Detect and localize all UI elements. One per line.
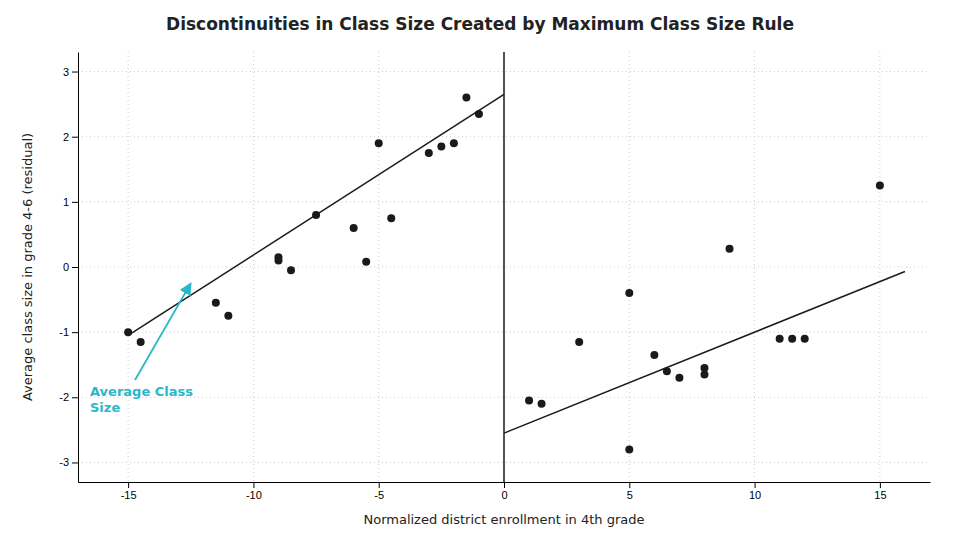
point — [212, 299, 220, 307]
point — [675, 374, 683, 382]
plot: -15-10-5051015-3-2-10123Average ClassSiz… — [59, 52, 930, 501]
x-axis-tick-label: -15 — [121, 489, 137, 501]
annotation-arrow — [135, 283, 191, 380]
grid-line-x — [629, 52, 630, 482]
y-axis-tick-label: 3 — [63, 66, 69, 78]
x-axis-tick: -15 — [121, 482, 137, 501]
y-axis-tick-mark — [72, 332, 78, 333]
x-axis-tick-label: 5 — [627, 489, 633, 501]
point — [625, 445, 633, 453]
y-axis-tick-label: 2 — [63, 131, 69, 143]
point — [450, 139, 458, 147]
y-axis-tick: -2 — [59, 391, 78, 403]
x-axis-tick-label: 15 — [874, 489, 886, 501]
x-axis-tick-mark — [755, 482, 756, 488]
y-axis-tick: 3 — [63, 66, 78, 78]
x-axis-tick: 0 — [501, 482, 507, 501]
grid-line-x — [879, 52, 880, 482]
y-axis-tick-label: 1 — [63, 196, 69, 208]
x-axis-tick: -5 — [374, 482, 384, 501]
x-axis-tick: 5 — [627, 482, 633, 501]
y-axis-tick-mark — [72, 202, 78, 203]
point — [801, 335, 809, 343]
point — [625, 289, 633, 297]
x-axis-tick-mark — [379, 482, 380, 488]
x-axis-tick: 10 — [749, 482, 761, 501]
marks — [124, 52, 905, 482]
point — [437, 142, 445, 150]
point — [650, 351, 658, 359]
point — [274, 253, 282, 261]
title: Discontinuities in Class Size Created by… — [166, 14, 794, 34]
point — [575, 338, 583, 346]
scatter-series — [124, 94, 483, 346]
point — [788, 335, 796, 343]
y-axis-tick: 1 — [63, 196, 78, 208]
x-axis-tick-label: 10 — [749, 489, 761, 501]
y-axis-tick-label: -3 — [59, 456, 69, 468]
point — [776, 335, 784, 343]
x-axis: -15 -10 -5 0 5 10 15 — [79, 482, 931, 501]
grid — [78, 52, 930, 482]
y-axis-tick-mark — [72, 462, 78, 463]
grid-line-x — [128, 52, 129, 482]
y-axis-tick-label: -1 — [59, 326, 69, 338]
scatter-series — [525, 182, 884, 454]
y-axis-line — [78, 53, 79, 483]
point — [287, 266, 295, 274]
point — [137, 338, 145, 346]
point — [350, 224, 358, 232]
x-axis-tick-mark — [504, 482, 505, 488]
y-axis-tick: 0 — [63, 261, 78, 273]
x-axis-title: Normalized district enrollment in 4th gr… — [363, 512, 644, 527]
chart: -15-10-5051015-3-2-10123Average ClassSiz… — [0, 0, 960, 540]
x-axis-tick-label: -5 — [374, 489, 384, 501]
point — [462, 94, 470, 102]
point — [876, 182, 884, 190]
y-axis-tick: -3 — [59, 456, 78, 468]
y-axis-tick-label: 0 — [63, 261, 69, 273]
x-axis-tick-label: -10 — [246, 489, 262, 501]
point — [387, 214, 395, 222]
vertical-line — [503, 52, 505, 482]
point — [726, 245, 734, 253]
y-axis-tick-mark — [72, 397, 78, 398]
y-axis-title: Average class size in grade 4-6 (residua… — [20, 133, 35, 401]
grid-line-x — [253, 52, 254, 482]
point — [700, 371, 708, 379]
point — [538, 400, 546, 408]
x-axis-tick-mark — [629, 482, 630, 488]
point — [224, 312, 232, 320]
point — [525, 397, 533, 405]
x-axis-tick: -10 — [246, 482, 262, 501]
annotation: Average ClassSize — [90, 384, 193, 415]
y-axis-tick-mark — [72, 267, 78, 268]
x-axis-tick-mark — [128, 482, 129, 488]
y-axis-tick-mark — [72, 72, 78, 73]
x-axis-tick-mark — [253, 482, 254, 488]
y-axis-tick: 2 — [63, 131, 78, 143]
x-axis-tick: 15 — [874, 482, 886, 501]
grid-line-x — [504, 52, 505, 482]
y-axis-tick-mark — [72, 137, 78, 138]
y-axis-tick-label: -2 — [59, 391, 69, 403]
y-axis: -3 -2 -1 0 1 2 3 — [59, 53, 78, 483]
x-axis-tick-mark — [880, 482, 881, 488]
point — [362, 258, 370, 266]
regression-line — [504, 272, 905, 434]
regression-line — [128, 94, 504, 335]
y-axis-tick: -1 — [59, 326, 78, 338]
point — [425, 149, 433, 157]
point — [375, 139, 383, 147]
x-axis-tick-label: 0 — [501, 489, 507, 501]
